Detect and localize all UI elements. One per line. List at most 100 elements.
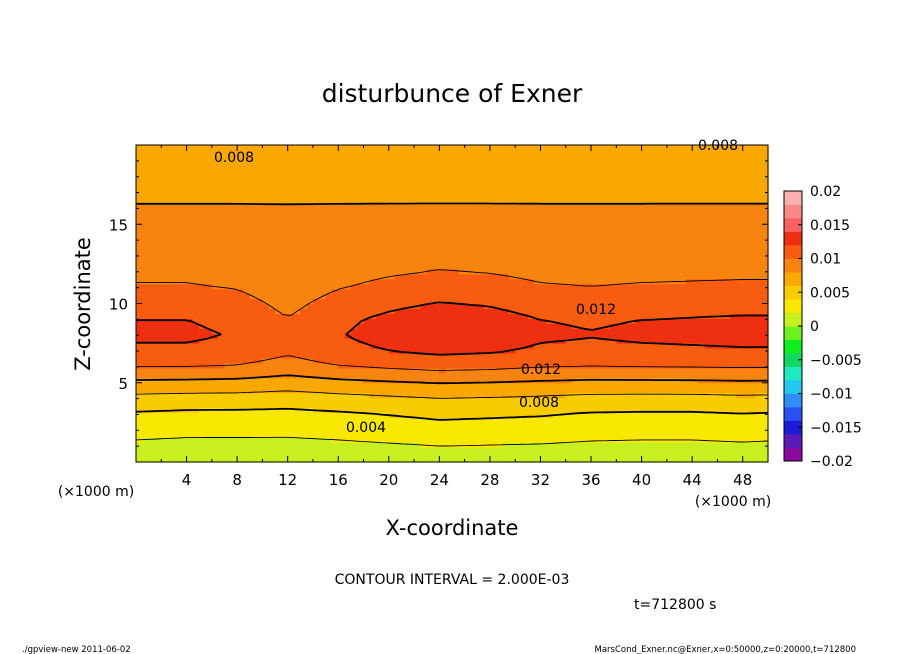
field-cell <box>136 422 143 428</box>
field-cell <box>584 224 592 230</box>
field-cell <box>534 239 542 245</box>
field-cell <box>199 268 207 275</box>
field-cell <box>414 308 421 314</box>
field-cell <box>534 273 542 280</box>
field-cell <box>256 224 263 230</box>
field-cell <box>173 308 181 314</box>
field-cell <box>211 308 219 314</box>
field-cell <box>262 407 270 414</box>
field-cell <box>730 353 737 359</box>
field-cell <box>572 402 579 409</box>
field-cell <box>521 392 529 399</box>
field-cell <box>136 442 143 448</box>
field-cell <box>749 357 756 364</box>
field-cell <box>610 249 617 255</box>
field-cell <box>565 427 573 433</box>
field-cell <box>540 283 548 290</box>
field-cell <box>723 417 731 423</box>
field-cell <box>755 244 763 250</box>
field-cell <box>148 318 156 324</box>
field-cell <box>584 308 592 314</box>
field-cell <box>199 283 207 290</box>
field-cell <box>489 353 497 359</box>
field-cell <box>161 338 169 344</box>
field-cell <box>477 333 485 339</box>
field-cell <box>477 338 485 344</box>
field-cell <box>704 457 712 463</box>
field-cell <box>407 234 415 240</box>
field-cell <box>489 303 497 310</box>
field-cell <box>591 442 598 448</box>
field-cell <box>224 253 232 260</box>
field-cell <box>161 442 169 448</box>
field-cell <box>312 432 320 438</box>
field-cell <box>565 382 573 389</box>
field-cell <box>527 432 535 438</box>
field-cell <box>654 447 662 453</box>
field-cell <box>628 253 636 260</box>
field-cell <box>224 452 232 458</box>
field-cell <box>173 387 181 394</box>
field-cell <box>635 432 643 438</box>
field-cell <box>553 298 561 305</box>
field-cell <box>344 263 352 270</box>
field-cell <box>161 308 169 314</box>
field-cell <box>761 392 769 399</box>
field-cell <box>205 417 213 423</box>
field-cell <box>249 402 257 409</box>
field-cell <box>477 457 485 463</box>
field-cell <box>344 407 352 414</box>
field-cell <box>401 357 409 364</box>
field-cell <box>186 224 194 230</box>
field-cell <box>711 263 719 270</box>
field-cell <box>717 402 725 409</box>
field-cell <box>736 343 744 349</box>
field-cell <box>464 447 472 453</box>
field-cell <box>692 308 700 314</box>
field-cell <box>180 328 188 334</box>
field-cell <box>597 268 605 275</box>
field-cell <box>180 303 188 310</box>
field-cell <box>148 362 156 369</box>
field-cell <box>477 397 485 404</box>
field-cell <box>426 308 434 314</box>
field-cell <box>407 333 415 339</box>
field-cell <box>148 273 156 280</box>
field-cell <box>230 328 238 334</box>
field-cell <box>243 372 251 379</box>
field-cell <box>616 427 624 433</box>
field-cell <box>142 253 150 260</box>
field-cell <box>325 234 333 240</box>
field-cell <box>540 442 548 448</box>
field-cell <box>414 253 421 260</box>
field-cell <box>154 268 162 275</box>
field-cell <box>489 219 497 225</box>
field-cell <box>749 258 756 265</box>
field-cell <box>142 268 150 275</box>
field-cell <box>420 263 428 270</box>
field-cell <box>742 239 750 245</box>
field-cell <box>711 234 719 240</box>
field-cell <box>692 258 700 265</box>
field-cell <box>338 402 346 409</box>
field-cell <box>325 422 333 428</box>
field-cell <box>224 268 232 275</box>
field-cell <box>344 338 352 344</box>
field-cell <box>407 229 415 235</box>
field-cell <box>414 224 421 230</box>
field-cell <box>281 333 289 339</box>
field-cell <box>331 338 339 344</box>
field-cell <box>395 452 403 458</box>
field-cell <box>584 249 592 255</box>
field-cell <box>382 442 390 448</box>
field-cell <box>534 258 542 265</box>
field-cell <box>717 367 725 374</box>
field-cell <box>249 229 257 235</box>
field-cell <box>414 293 421 300</box>
field-cell <box>357 333 365 339</box>
field-cell <box>331 382 339 389</box>
field-cell <box>369 402 377 409</box>
field-cell <box>597 328 605 334</box>
field-cell <box>464 283 472 290</box>
field-cell <box>610 397 617 404</box>
